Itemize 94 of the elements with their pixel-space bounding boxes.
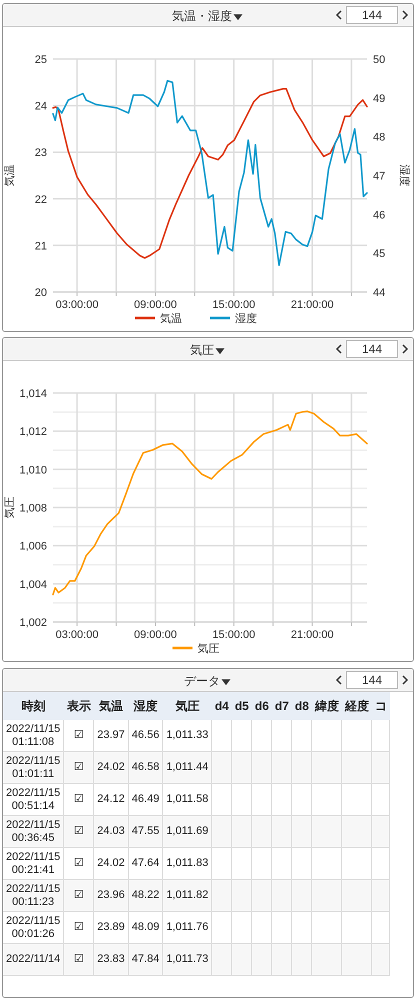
x-tick-label: 03:00:00 [56, 629, 98, 641]
category-label: d4 [212, 692, 232, 720]
text: ☑ [74, 953, 84, 965]
text: 23.96 [97, 889, 125, 901]
text: 144 [346, 6, 398, 24]
category-label: 経度 [342, 692, 372, 720]
text: 1,011.69 [166, 825, 208, 837]
line-series [52, 410, 368, 596]
text: 2022/11/15 00:01:26 [6, 914, 60, 940]
text: 48.22 [132, 889, 160, 901]
text: 23.97 [97, 729, 125, 741]
text: 23.83 [97, 953, 125, 965]
text: 1,011.82 [166, 889, 208, 901]
category-label: コ [372, 692, 390, 720]
text: 2022/11/15 01:01:11 [6, 754, 60, 780]
legend-label: 気圧 [198, 643, 220, 655]
text: 46.58 [132, 761, 160, 773]
text: 24.02 [97, 761, 125, 773]
y-tick-label: 24 [34, 100, 47, 113]
y-tick-label: 1,008 [19, 502, 47, 514]
text: 46.56 [132, 729, 160, 741]
x-tick-label: 09:00:00 [134, 299, 177, 311]
text: 2022/11/15 01:11:08 [6, 722, 60, 748]
text: 1,011.76 [166, 921, 208, 933]
y2-axis-title: 湿度 [398, 164, 411, 186]
y-tick-label: 22 [34, 194, 47, 206]
text: 47.55 [132, 825, 160, 837]
text: ☑ [74, 857, 84, 869]
y-tick-label: 1,006 [19, 540, 47, 553]
x-tick-label: 15:00:00 [212, 299, 256, 311]
text: 1,011.73 [166, 953, 208, 965]
text: ☑ [74, 889, 84, 901]
x-tick-label: 15:00:00 [212, 629, 256, 641]
text: 144 [346, 671, 398, 689]
text: 1,011.33 [166, 729, 208, 741]
text: 2022/11/15 00:36:45 [6, 818, 60, 844]
x-tick-label: 21:00:00 [290, 299, 334, 311]
category-label: 気温 [94, 692, 128, 720]
text: 47.84 [132, 953, 160, 965]
text: ☑ [74, 825, 84, 837]
category-label: 時刻 [3, 692, 64, 720]
text: 47.64 [132, 857, 160, 869]
text: 1,011.83 [166, 857, 208, 869]
y2-tick-label: 46 [373, 209, 386, 222]
y-tick-label: 1,004 [19, 578, 47, 591]
text: 24.02 [97, 857, 125, 869]
y-tick-label: 1,014 [19, 388, 47, 400]
y2-tick-label: 48 [373, 132, 386, 144]
text: 24.12 [97, 793, 125, 805]
category-label: d5 [232, 692, 252, 720]
y-axis-title: 気圧 [4, 496, 16, 518]
text: 48.09 [132, 921, 160, 933]
x-tick-label: 09:00:00 [134, 629, 177, 641]
category-label: 湿度 [128, 692, 163, 720]
y2-tick-label: 47 [373, 170, 386, 182]
text: データ [184, 674, 220, 688]
text: ☑ [74, 793, 84, 805]
y2-tick-label: 49 [373, 92, 386, 105]
chart-title: 気温・湿度 [172, 9, 232, 23]
text: ☑ [74, 761, 84, 773]
text: 46.49 [132, 793, 160, 805]
legend-label: 気温 [160, 313, 182, 325]
y-axis-title: 気温 [4, 164, 16, 186]
text: 1,011.58 [166, 793, 208, 805]
y2-tick-label: 44 [373, 287, 386, 299]
text: 2022/11/15 00:11:23 [6, 882, 60, 908]
text: ☑ [74, 921, 84, 933]
y-tick-label: 1,012 [19, 426, 47, 438]
category-label: d8 [292, 692, 312, 720]
category-label: 表示 [64, 692, 94, 720]
text: ☑ [74, 729, 84, 741]
text: 1,011.44 [166, 761, 208, 773]
y-tick-label: 20 [34, 287, 47, 299]
text: 24.03 [97, 825, 125, 837]
text: 144 [346, 340, 398, 358]
legend-label: 湿度 [235, 312, 257, 325]
text: 23.89 [97, 921, 125, 933]
y-tick-label: 21 [34, 240, 47, 252]
x-tick-label: 03:00:00 [56, 299, 98, 311]
text: 2022/11/15 00:51:14 [6, 786, 60, 812]
y2-tick-label: 45 [373, 248, 386, 260]
category-label: d7 [272, 692, 292, 720]
y-tick-label: 1,002 [19, 617, 47, 629]
category-label: d6 [252, 692, 272, 720]
text: 2022/11/15 00:21:41 [6, 850, 60, 876]
category-label: 緯度 [312, 692, 342, 720]
y2-tick-label: 50 [373, 54, 386, 66]
y-tick-label: 23 [34, 147, 47, 160]
chart-title: 気圧 [190, 343, 214, 357]
y-tick-label: 1,010 [19, 464, 47, 476]
category-label: 気圧 [162, 692, 212, 720]
x-tick-label: 21:00:00 [290, 629, 334, 641]
y-tick-label: 25 [34, 54, 47, 66]
text: 2022/11/14 [6, 953, 60, 965]
